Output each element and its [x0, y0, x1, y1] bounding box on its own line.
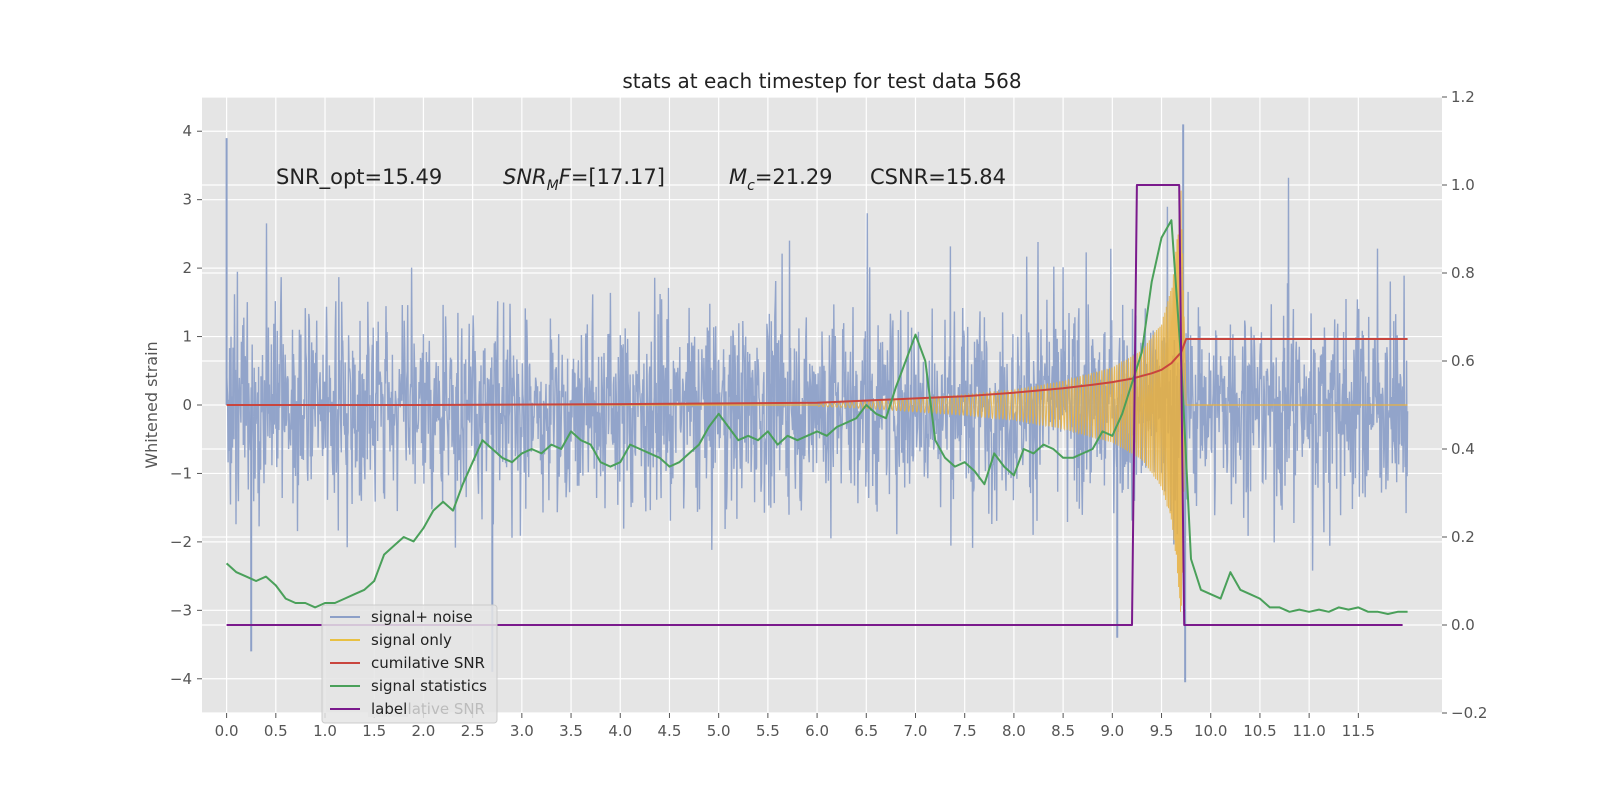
tick-layer: 0.0 0.5 1.0 1.5 2.0 2.5 3.0 3.5 4.0 4.5 5.0 5.5 6.0 6… — [170, 88, 1488, 740]
annotation-csnr: CSNR=15.84 — [870, 165, 1006, 189]
x-tick-label: 5.5 — [756, 722, 780, 740]
y-tick-label: −3 — [170, 601, 192, 619]
y-axis-title: Whitened strain — [142, 341, 161, 468]
x-tick-label: 10.5 — [1243, 722, 1276, 740]
annotation-snr-opt: SNR_opt=15.49 — [276, 165, 442, 190]
x-tick-label: 4.5 — [658, 722, 682, 740]
y-tick-label: −1 — [170, 464, 192, 482]
y2-tick-label: 0.2 — [1451, 528, 1475, 546]
x-tick-label: 9.5 — [1150, 722, 1174, 740]
y-tick-label: 3 — [182, 191, 192, 209]
x-tick-label: 2.0 — [411, 722, 435, 740]
legend-label-signal-noise: signal+ noise — [371, 608, 473, 626]
x-tick-label: 8.5 — [1051, 722, 1075, 740]
legend-label-backdrop — [368, 699, 408, 717]
series-signal-statistics — [225, 219, 1408, 615]
x-tick-label: 10.0 — [1194, 722, 1227, 740]
y2-tick-label: 1.2 — [1451, 88, 1475, 106]
x-tick-label: 1.0 — [313, 722, 337, 740]
y2-tick-label: 1.0 — [1451, 176, 1475, 194]
x-tick-label: 7.5 — [953, 722, 977, 740]
x-tick-label: 9.0 — [1100, 722, 1124, 740]
legend-frame — [321, 604, 498, 724]
y-tick-label: −2 — [170, 533, 192, 551]
chart-title: stats at each timestep for test data 568 — [622, 69, 1021, 93]
x-tick-label: 11.0 — [1292, 722, 1325, 740]
y2-tick-label: 0.4 — [1451, 440, 1475, 458]
y-tick-label: 4 — [182, 122, 192, 140]
legend-label-cumulative-snr: cumilative SNR — [371, 654, 485, 672]
x-tick-label: 1.5 — [362, 722, 386, 740]
annotation-chirp-mass: Mc=21.29 — [729, 165, 833, 194]
x-tick-label: 3.0 — [510, 722, 534, 740]
legend-label-signal-statistics: signal statistics — [371, 677, 487, 695]
x-tick-label: 5.0 — [707, 722, 731, 740]
legend-label-signal-only: signal only — [371, 631, 452, 649]
x-tick-label: 7.0 — [904, 722, 928, 740]
x-tick-label: 2.5 — [461, 722, 485, 740]
series-layer — [225, 124, 1409, 683]
x-tick-label: 0.0 — [215, 722, 239, 740]
y-tick-label: −4 — [170, 670, 192, 688]
y2-tick-label: 0.0 — [1451, 616, 1475, 634]
x-tick-label: 8.0 — [1002, 722, 1026, 740]
y2-tick-label: 0.6 — [1451, 352, 1475, 370]
x-tick-label: 6.5 — [854, 722, 878, 740]
y2-tick-label: 0.8 — [1451, 264, 1475, 282]
y-tick-label: 2 — [182, 259, 192, 277]
annotation-layer: SNR_opt=15.49 SNRMF=[17.17] Mc=21.29 CSN… — [276, 165, 1006, 194]
x-tick-label: 0.5 — [264, 722, 288, 740]
x-tick-label: 6.0 — [805, 722, 829, 740]
x-tick-label: 4.0 — [608, 722, 632, 740]
series-cumulative-snr — [226, 338, 1408, 406]
series-signal-only — [816, 190, 1201, 612]
legend-label-label: label — [371, 700, 407, 718]
series-signal-noise — [225, 177, 1409, 571]
series-label — [226, 184, 1403, 626]
y-tick-label: 0 — [182, 396, 192, 414]
x-tick-label: 11.5 — [1342, 722, 1375, 740]
x-tick-label: 3.5 — [559, 722, 583, 740]
y-tick-label: 1 — [182, 328, 192, 346]
annotation-snr-mf: SNRMF=[17.17] — [503, 165, 665, 194]
legend: cumilative SNR signal+ noise signal only… — [321, 604, 498, 724]
y2-tick-label: −0.2 — [1451, 704, 1487, 722]
